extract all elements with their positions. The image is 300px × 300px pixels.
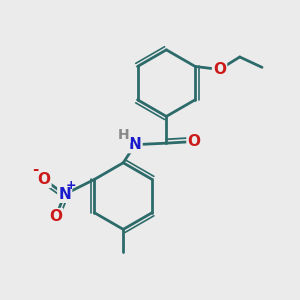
Text: N: N bbox=[58, 187, 71, 202]
Text: N: N bbox=[129, 137, 142, 152]
Text: +: + bbox=[66, 179, 76, 192]
Text: O: O bbox=[188, 134, 200, 149]
Text: H: H bbox=[118, 128, 130, 142]
Text: -: - bbox=[32, 161, 38, 176]
Text: O: O bbox=[38, 172, 50, 187]
Text: O: O bbox=[213, 62, 226, 77]
Text: O: O bbox=[49, 209, 62, 224]
